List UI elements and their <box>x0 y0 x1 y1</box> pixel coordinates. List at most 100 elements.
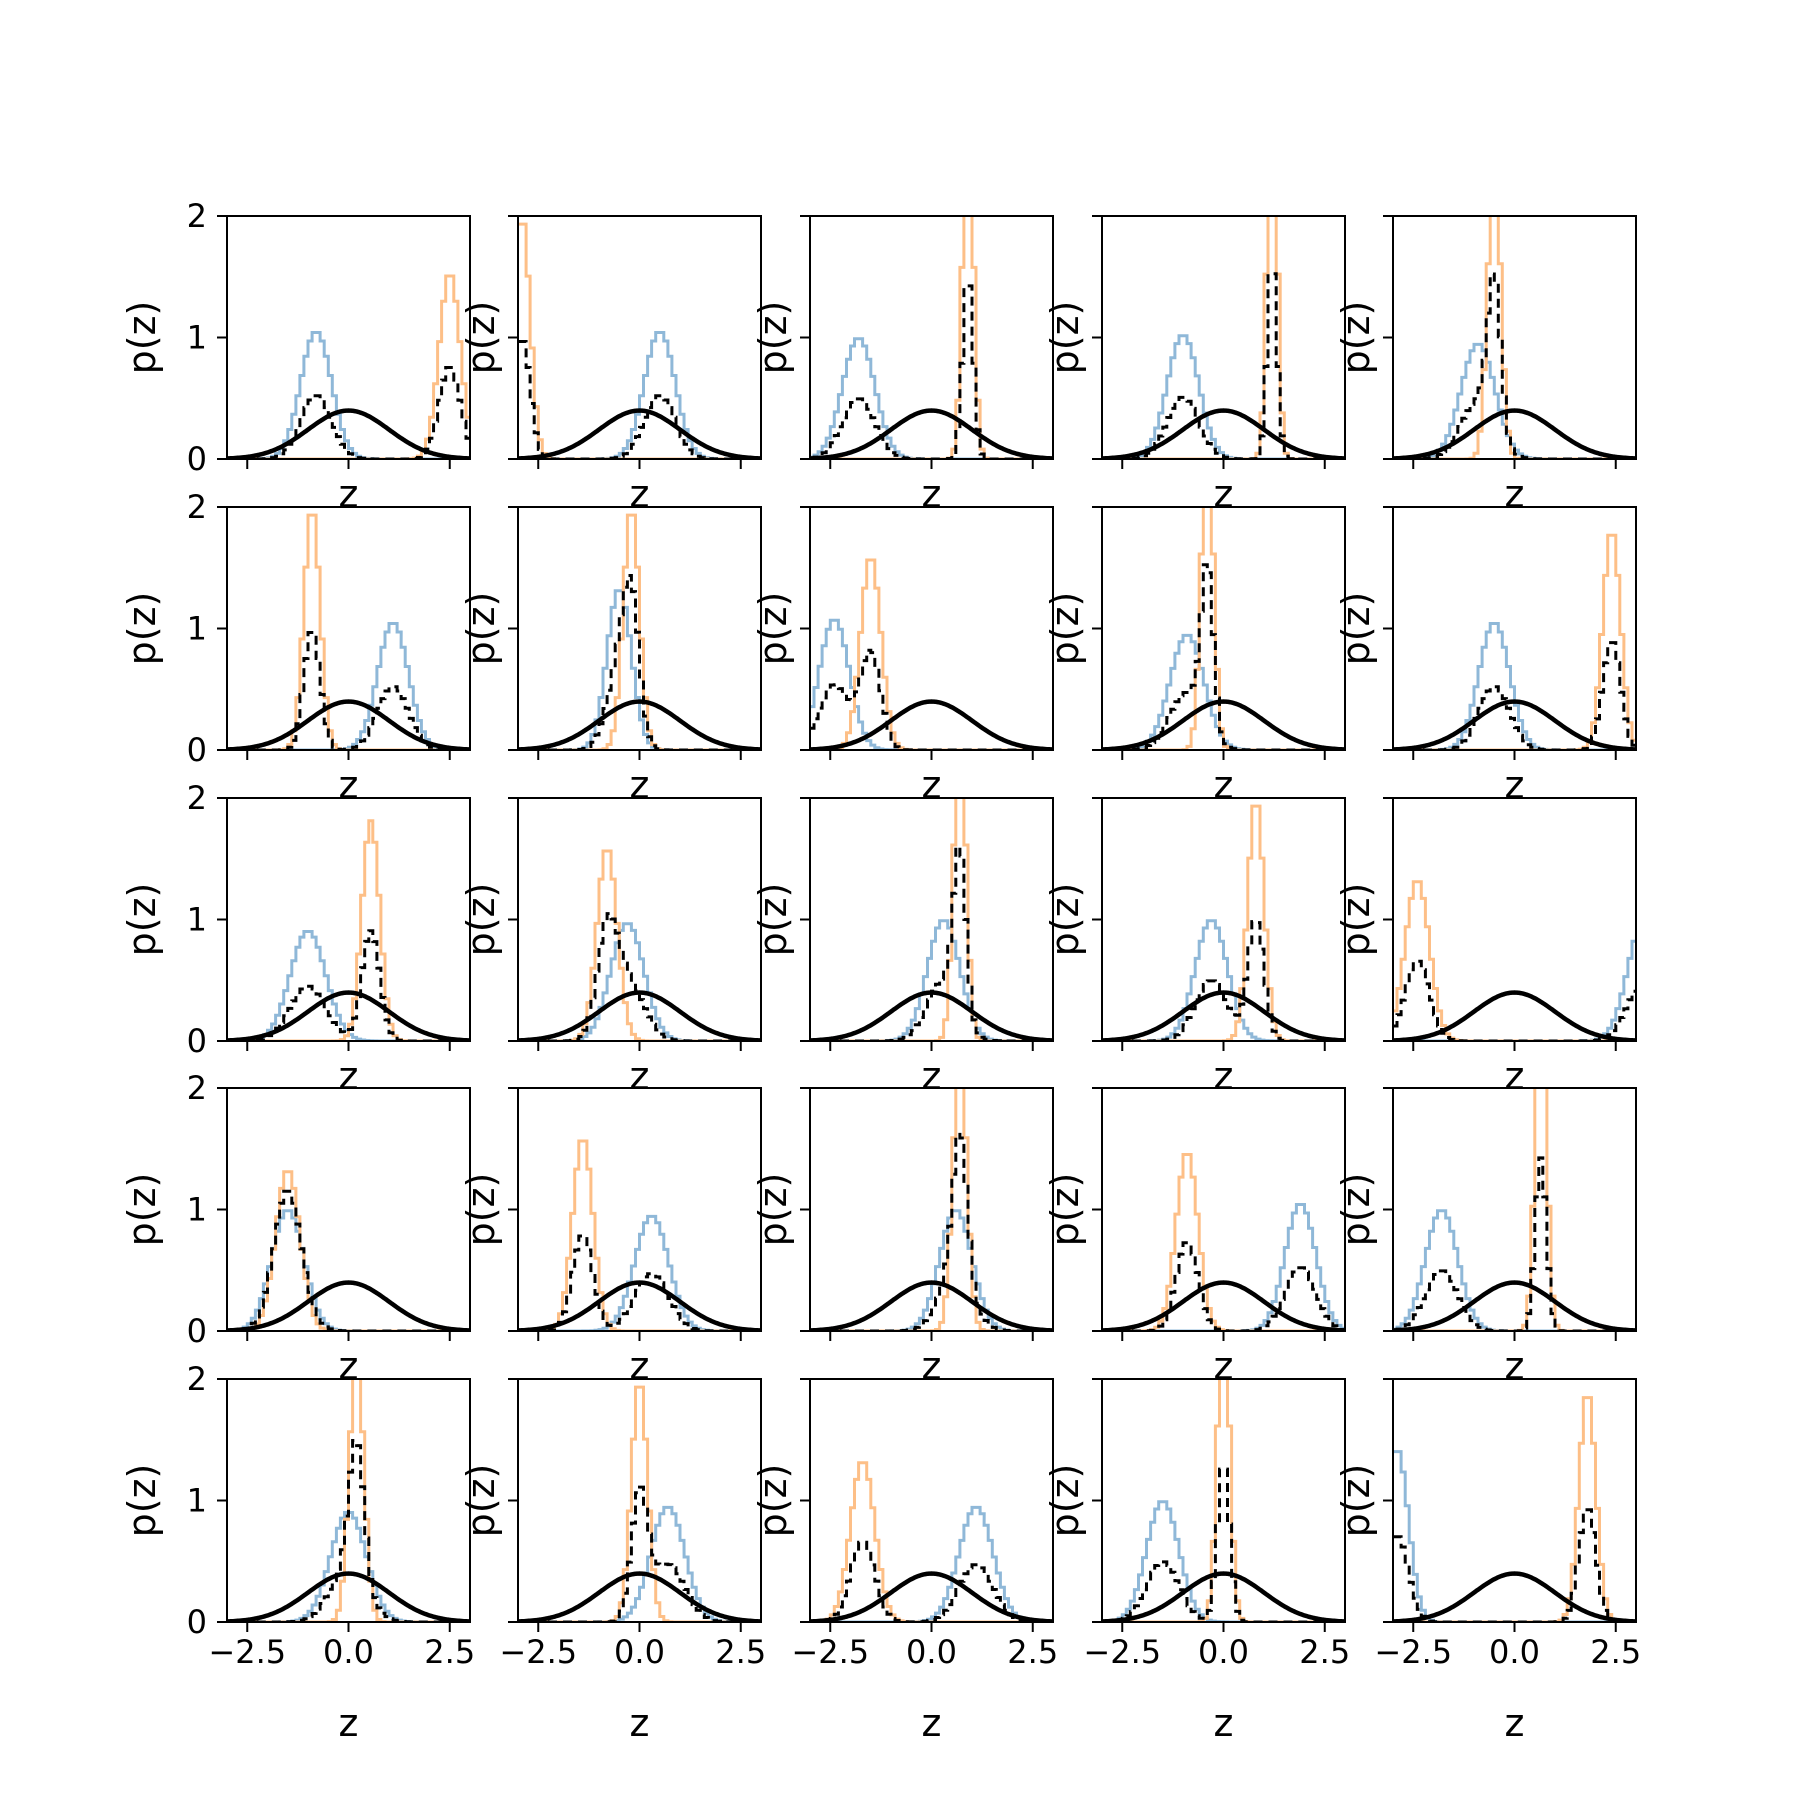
y-tick-label: 0 <box>187 1603 207 1641</box>
axes-frame <box>1392 1378 1637 1623</box>
histogram-a <box>1393 342 1636 459</box>
axes-frame <box>809 215 1054 460</box>
subplot-1-1: z 0 1 2 p(z) <box>120 197 471 516</box>
plot-area <box>1102 1379 1345 1622</box>
reference-normal-curve <box>1393 1280 1636 1331</box>
reference-normal-curve <box>227 699 470 750</box>
subplot-2-3: z p(z) <box>751 506 1054 807</box>
axes-frame <box>226 797 471 1042</box>
plot-area <box>1393 216 1636 459</box>
histogram-b <box>1102 216 1345 459</box>
axes-frame <box>1101 506 1346 751</box>
y-axis-label: p(z) <box>1043 883 1087 957</box>
mixture-histogram <box>810 1132 1053 1331</box>
y-tick-label: 0 <box>187 1022 207 1060</box>
y-axis-label: p(z) <box>751 301 795 375</box>
axes-frame <box>1392 797 1637 1042</box>
subplot-4-3: z p(z) <box>751 1087 1054 1388</box>
subplot-1-4: z p(z) <box>1043 215 1346 516</box>
x-axis-label: z <box>1214 763 1234 807</box>
reference-normal-curve <box>1102 408 1345 459</box>
y-tick-label: 1 <box>187 901 207 939</box>
x-axis-label: z <box>922 472 942 516</box>
reference-normal-curve <box>518 408 761 459</box>
histogram-a <box>518 922 761 1041</box>
reference-normal-curve <box>810 408 1053 459</box>
histogram-a <box>1102 919 1345 1041</box>
mixture-histogram <box>1393 1508 1636 1622</box>
reference-normal-curve <box>810 1280 1053 1331</box>
axes-frame <box>809 506 1054 751</box>
x-axis-label: z <box>339 472 359 516</box>
histogram-b <box>227 819 470 1041</box>
axes-frame <box>517 797 762 1042</box>
axes-frame <box>517 1087 762 1332</box>
y-tick-label: 1 <box>187 1191 207 1229</box>
subplot-4-1: z 0 1 2 p(z) <box>120 1069 471 1388</box>
subplot-3-5: z p(z) <box>1334 797 1637 1098</box>
histogram-b <box>1102 804 1345 1041</box>
subplot-3-3: z p(z) <box>751 797 1054 1098</box>
axes-frame <box>809 1378 1054 1623</box>
y-tick-label: 2 <box>187 488 207 526</box>
axes-frame <box>226 506 471 751</box>
x-axis-label: z <box>1214 1344 1234 1388</box>
mixture-histogram <box>227 1189 470 1331</box>
reference-normal-curve <box>1393 408 1636 459</box>
x-axis-label: z <box>922 1344 942 1388</box>
x-axis-label: z <box>922 1054 942 1098</box>
x-tick-label: 2.5 <box>715 1633 766 1671</box>
histogram-a <box>227 1209 470 1331</box>
reference-normal-curve <box>227 990 470 1041</box>
x-tick-label: 0.0 <box>614 1633 665 1671</box>
subplot-4-5: z p(z) <box>1334 1087 1637 1388</box>
x-axis-label: z <box>1505 763 1525 807</box>
axes-frame <box>1392 1087 1637 1332</box>
histogram-b <box>1393 533 1636 750</box>
x-axis-label: z <box>339 1054 359 1098</box>
y-axis-label: p(z) <box>120 1173 164 1247</box>
y-axis-label: p(z) <box>459 301 503 375</box>
subplot-2-5: z p(z) <box>1334 506 1637 807</box>
histogram-b <box>810 1461 1053 1622</box>
mixture-histogram <box>227 631 470 750</box>
y-axis-label: p(z) <box>120 592 164 666</box>
mixture-histogram <box>1102 1467 1345 1622</box>
y-axis-label: p(z) <box>120 1464 164 1538</box>
mixture-histogram <box>810 648 1053 750</box>
reference-normal-curve <box>1393 990 1636 1041</box>
y-tick-label: 2 <box>187 1069 207 1107</box>
plot-area <box>810 1461 1053 1622</box>
subplot-1-3: z p(z) <box>751 215 1054 516</box>
mixture-histogram <box>810 1540 1053 1622</box>
subplot-5-4: −2.5 0.0 2.5 z p(z) <box>1043 1378 1350 1745</box>
y-axis-label: p(z) <box>1334 592 1378 666</box>
axes-frame <box>1392 506 1637 751</box>
subplot-3-1: z 0 1 2 p(z) <box>120 779 471 1098</box>
x-axis-label: z <box>339 1701 359 1745</box>
subplot-2-1: z 0 1 2 p(z) <box>120 488 471 807</box>
y-tick-label: 0 <box>187 731 207 769</box>
histogram-b <box>1102 507 1345 750</box>
y-axis-label: p(z) <box>459 1173 503 1247</box>
x-axis-label: z <box>922 1701 942 1745</box>
x-axis-label: z <box>1214 1054 1234 1098</box>
y-axis-label: p(z) <box>1334 1173 1378 1247</box>
histogram-a <box>518 331 761 459</box>
y-axis-label: p(z) <box>1334 301 1378 375</box>
mixture-histogram <box>518 1234 761 1331</box>
histogram-b <box>1393 216 1636 459</box>
histogram-b <box>810 1088 1053 1331</box>
x-tick-label: 0.0 <box>1198 1633 1249 1671</box>
axes-frame <box>226 215 471 460</box>
axes-frame <box>517 1378 762 1623</box>
plot-area <box>518 222 761 459</box>
plot-area <box>1102 216 1345 459</box>
reference-normal-curve <box>227 1571 470 1622</box>
plot-area <box>227 513 470 750</box>
reference-normal-curve <box>227 1280 470 1331</box>
histogram-a <box>227 1511 470 1622</box>
x-tick-label: 0.0 <box>323 1633 374 1671</box>
subplot-3-4: z p(z) <box>1043 797 1346 1098</box>
mixture-histogram <box>1102 272 1345 459</box>
